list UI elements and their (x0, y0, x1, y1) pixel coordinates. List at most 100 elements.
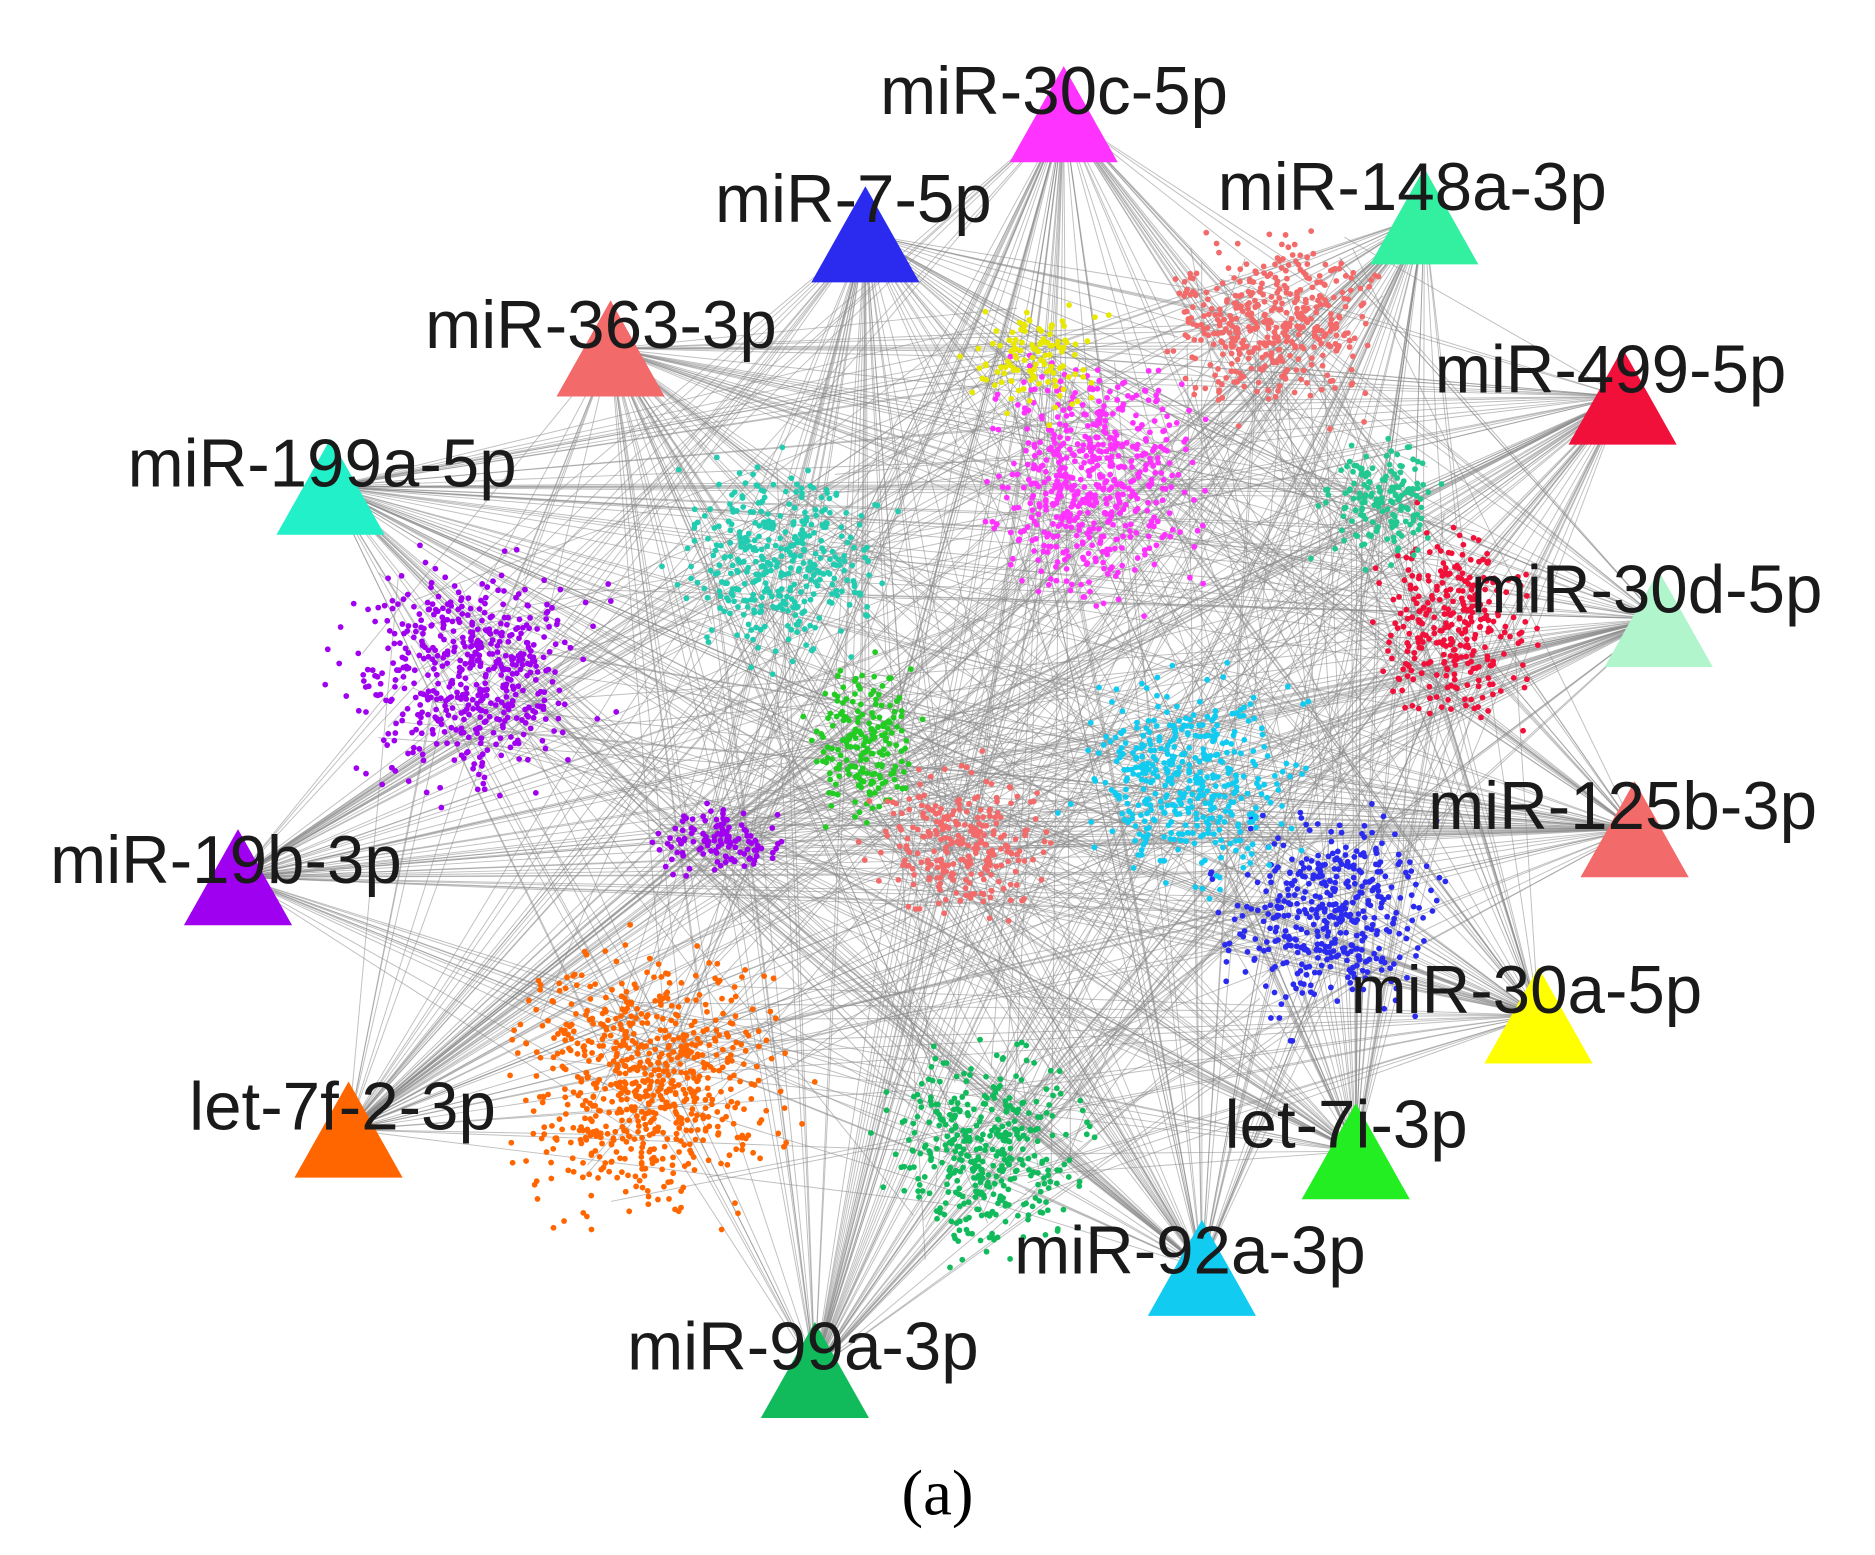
gene-dot (540, 1094, 547, 1101)
gene-dot (1025, 407, 1032, 414)
gene-dot (620, 1039, 627, 1046)
gene-dot (1463, 636, 1470, 643)
gene-dot (1486, 598, 1492, 605)
gene-dot (1374, 868, 1381, 875)
gene-dot (811, 1079, 818, 1085)
gene-dot (1164, 413, 1170, 420)
gene-dot (1393, 909, 1400, 916)
gene-dot (704, 1085, 711, 1092)
edge (884, 667, 1203, 1269)
gene-dot (1267, 902, 1274, 909)
gene-dot (1402, 660, 1409, 667)
gene-dot (456, 664, 463, 671)
gene-dot (1061, 371, 1068, 378)
edge (348, 746, 1305, 1131)
edge (330, 367, 1037, 488)
edge (237, 741, 889, 878)
gene-dot (1361, 822, 1368, 829)
gene-dot (416, 719, 423, 726)
gene-dot (478, 735, 485, 742)
gene-dot (862, 612, 869, 618)
gene-dot (788, 626, 795, 633)
gene-dot (568, 1035, 575, 1042)
gene-dot (796, 565, 803, 572)
edge (610, 348, 1051, 448)
edge (814, 503, 1031, 1371)
gene-dot (757, 626, 764, 633)
gene-dot (605, 581, 612, 587)
gene-dot (1303, 821, 1310, 828)
gene-dot (1421, 661, 1428, 667)
gene-dot (1086, 472, 1093, 479)
edge (865, 233, 1360, 516)
gene-dot (1083, 411, 1089, 418)
edge (865, 233, 1242, 337)
gene-dot (1425, 660, 1432, 667)
gene-dot (1408, 868, 1415, 874)
gene-dot (670, 1154, 676, 1161)
gene-dot (711, 525, 718, 531)
gene-dot (699, 1052, 706, 1058)
gene-dot (690, 1029, 697, 1036)
gene-dot (432, 647, 439, 654)
edge (502, 638, 1203, 1269)
edge (1138, 562, 1357, 1152)
gene-dot (1373, 955, 1380, 962)
gene-dot (1119, 443, 1126, 450)
gene-dot (1212, 783, 1219, 789)
gene-dot (1253, 270, 1260, 277)
gene-dot (1091, 844, 1098, 851)
edge (1201, 474, 1388, 1268)
gene-dot (1068, 411, 1075, 418)
gene-dot (701, 585, 708, 592)
gene-dot (664, 1136, 671, 1142)
edge (330, 486, 1356, 529)
gene-dot (730, 1120, 737, 1127)
gene-dot (621, 1085, 628, 1092)
gene-dot (1162, 486, 1169, 492)
gene-dot (1348, 969, 1354, 975)
gene-dot (1155, 459, 1162, 466)
edge (348, 351, 1005, 1130)
gene-dot (1134, 555, 1141, 561)
gene-dot (462, 643, 468, 650)
gene-dot (1396, 676, 1403, 683)
gene-dot (1046, 422, 1053, 429)
gene-dot (1024, 426, 1031, 432)
gene-dot (1378, 904, 1384, 911)
gene-dot (1003, 494, 1010, 501)
gene-dot (1445, 610, 1452, 617)
gene-dot (552, 641, 559, 648)
gene-dot (478, 763, 485, 769)
gene-dot (1133, 412, 1139, 419)
gene-dot (543, 667, 549, 674)
gene-dot (1478, 714, 1484, 721)
gene-dot (782, 529, 789, 535)
gene-dot (1126, 808, 1132, 815)
gene-dot (437, 784, 444, 791)
gene-dot (1173, 419, 1180, 426)
gene-dot (1159, 406, 1166, 413)
gene-dot (1343, 844, 1349, 851)
gene-dot (324, 646, 331, 653)
gene-dot (725, 597, 732, 604)
gene-dot (1348, 942, 1355, 948)
gene-dot (645, 1110, 652, 1116)
gene-dot (494, 643, 501, 649)
gene-dot (799, 527, 806, 533)
gene-dot (777, 1088, 784, 1095)
gene-dot (1245, 355, 1252, 362)
gene-dot (1091, 453, 1097, 460)
gene-dot (1063, 454, 1070, 461)
gene-dot (792, 612, 799, 619)
gene-dot (1386, 639, 1392, 646)
edge (1423, 216, 1458, 532)
edge (838, 756, 1203, 1269)
gene-dot (595, 1107, 602, 1114)
gene-dot (549, 604, 555, 611)
gene-dot (444, 740, 450, 747)
gene-dot (638, 1108, 645, 1115)
gene-dot (866, 789, 873, 796)
gene-dot (1268, 879, 1274, 886)
gene-dot (1303, 856, 1310, 862)
